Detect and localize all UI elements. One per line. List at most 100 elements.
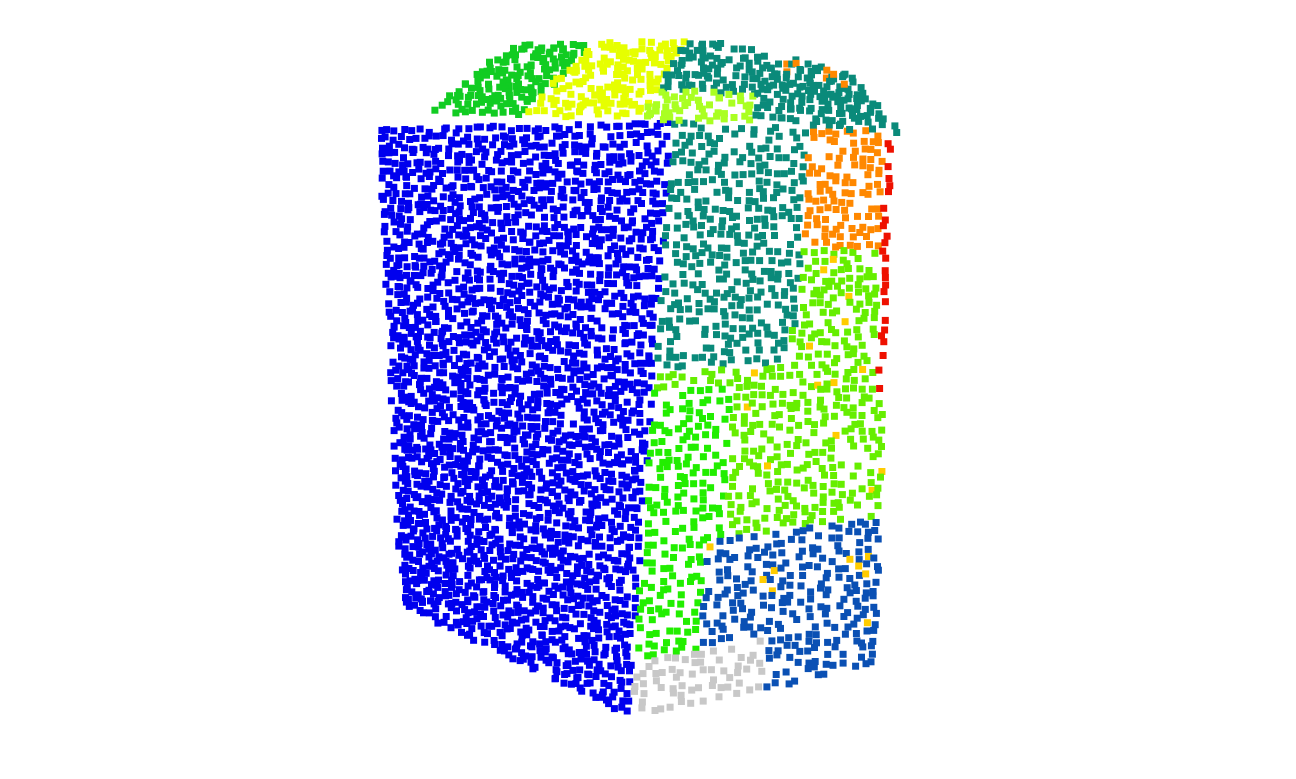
point-left-face bbox=[425, 364, 433, 372]
point-left-face bbox=[569, 211, 577, 219]
point-right-upper-teal bbox=[702, 344, 710, 352]
point-right-green bbox=[699, 504, 707, 512]
point-left-face bbox=[589, 598, 597, 606]
point-left-face bbox=[500, 234, 507, 242]
point-left-face bbox=[447, 516, 455, 524]
point-left-face bbox=[547, 529, 555, 537]
point-left-face bbox=[553, 574, 561, 581]
point-top-left bbox=[509, 100, 517, 108]
point-left-face bbox=[406, 216, 414, 224]
point-left-face bbox=[475, 497, 483, 504]
point-left-face bbox=[580, 610, 588, 618]
point-left-face bbox=[520, 471, 528, 479]
point-right-lime bbox=[844, 369, 852, 376]
point-left-face bbox=[542, 159, 550, 167]
point-right-orange bbox=[874, 205, 882, 213]
point-right-lower-blue bbox=[785, 680, 793, 688]
point-left-face bbox=[589, 689, 597, 697]
point-left-face bbox=[547, 375, 554, 383]
point-left-face bbox=[388, 211, 396, 219]
point-top-right bbox=[745, 59, 753, 67]
point-left-face bbox=[379, 157, 387, 165]
point-left-face bbox=[479, 312, 487, 320]
point-left-face bbox=[415, 508, 423, 515]
point-right-upper-teal bbox=[741, 266, 749, 274]
point-left-face bbox=[466, 557, 474, 565]
point-top-middle bbox=[565, 82, 573, 90]
point-left-face bbox=[636, 177, 644, 185]
point-left-face bbox=[440, 435, 448, 443]
point-left-face bbox=[609, 231, 617, 239]
point-top-right bbox=[766, 98, 774, 106]
point-right-upper-teal bbox=[779, 318, 786, 326]
point-left-face bbox=[510, 356, 518, 364]
point-right-upper-teal bbox=[730, 148, 738, 156]
point-right-green bbox=[672, 647, 680, 655]
point-left-face bbox=[438, 214, 446, 222]
point-left-face bbox=[391, 148, 399, 156]
point-right-orange bbox=[832, 225, 840, 233]
point-top-left bbox=[452, 109, 460, 117]
point-left-face bbox=[643, 142, 651, 150]
point-left-face bbox=[514, 603, 522, 611]
point-right-lime bbox=[809, 481, 817, 489]
point-left-face bbox=[571, 477, 579, 485]
point-left-face bbox=[648, 234, 656, 242]
point-left-face bbox=[398, 197, 405, 205]
point-top-right bbox=[754, 53, 761, 61]
point-left-face bbox=[454, 373, 462, 381]
point-left-face bbox=[511, 246, 519, 254]
point-right-lime bbox=[860, 393, 868, 401]
point-right-lime bbox=[841, 427, 849, 435]
point-left-face bbox=[607, 583, 615, 590]
point-top-right bbox=[710, 84, 718, 92]
point-left-face bbox=[525, 626, 533, 634]
point-right-lower-blue bbox=[829, 661, 837, 669]
point-left-face bbox=[484, 344, 492, 352]
point-right-lower-blue bbox=[874, 535, 882, 543]
point-left-face bbox=[455, 251, 463, 259]
point-left-face bbox=[493, 620, 501, 628]
point-top-right bbox=[806, 107, 814, 115]
point-left-face bbox=[569, 666, 577, 674]
point-left-face bbox=[555, 296, 563, 304]
point-left-face bbox=[472, 328, 480, 336]
point-left-face bbox=[576, 269, 583, 277]
point-left-face bbox=[387, 342, 395, 350]
point-left-face bbox=[412, 134, 420, 142]
point-left-face bbox=[410, 372, 418, 379]
point-left-face bbox=[595, 634, 603, 642]
point-left-face bbox=[429, 303, 437, 311]
point-left-face bbox=[425, 452, 433, 460]
point-left-face bbox=[631, 466, 638, 474]
point-right-lime bbox=[774, 468, 782, 475]
point-left-face bbox=[607, 133, 615, 141]
point-right-lower-blue bbox=[842, 550, 850, 557]
point-right-upper-teal bbox=[756, 257, 764, 265]
point-left-face bbox=[605, 700, 613, 708]
point-left-face bbox=[514, 487, 522, 495]
point-right-green bbox=[646, 631, 654, 639]
point-right-lower-blue bbox=[786, 572, 794, 579]
point-bottom-grey bbox=[691, 659, 699, 667]
point-left-face bbox=[560, 223, 568, 231]
point-top-middle bbox=[567, 90, 575, 98]
point-top-right bbox=[739, 85, 746, 93]
point-left-face bbox=[416, 125, 424, 133]
point-left-face bbox=[488, 414, 496, 422]
point-left-face bbox=[457, 387, 465, 395]
point-right-lime bbox=[818, 361, 826, 369]
point-top-middle bbox=[603, 96, 611, 103]
point-right-lower-blue bbox=[699, 612, 707, 620]
point-left-face bbox=[648, 321, 656, 329]
point-right-lime bbox=[773, 443, 781, 451]
point-top-left bbox=[520, 45, 528, 53]
point-right-green bbox=[649, 651, 657, 659]
point-left-face bbox=[587, 314, 595, 322]
point-right-lime bbox=[794, 436, 802, 443]
point-top-left bbox=[488, 95, 496, 103]
point-left-face bbox=[463, 318, 471, 326]
point-right-green bbox=[720, 470, 728, 478]
point-left-face bbox=[389, 136, 397, 144]
